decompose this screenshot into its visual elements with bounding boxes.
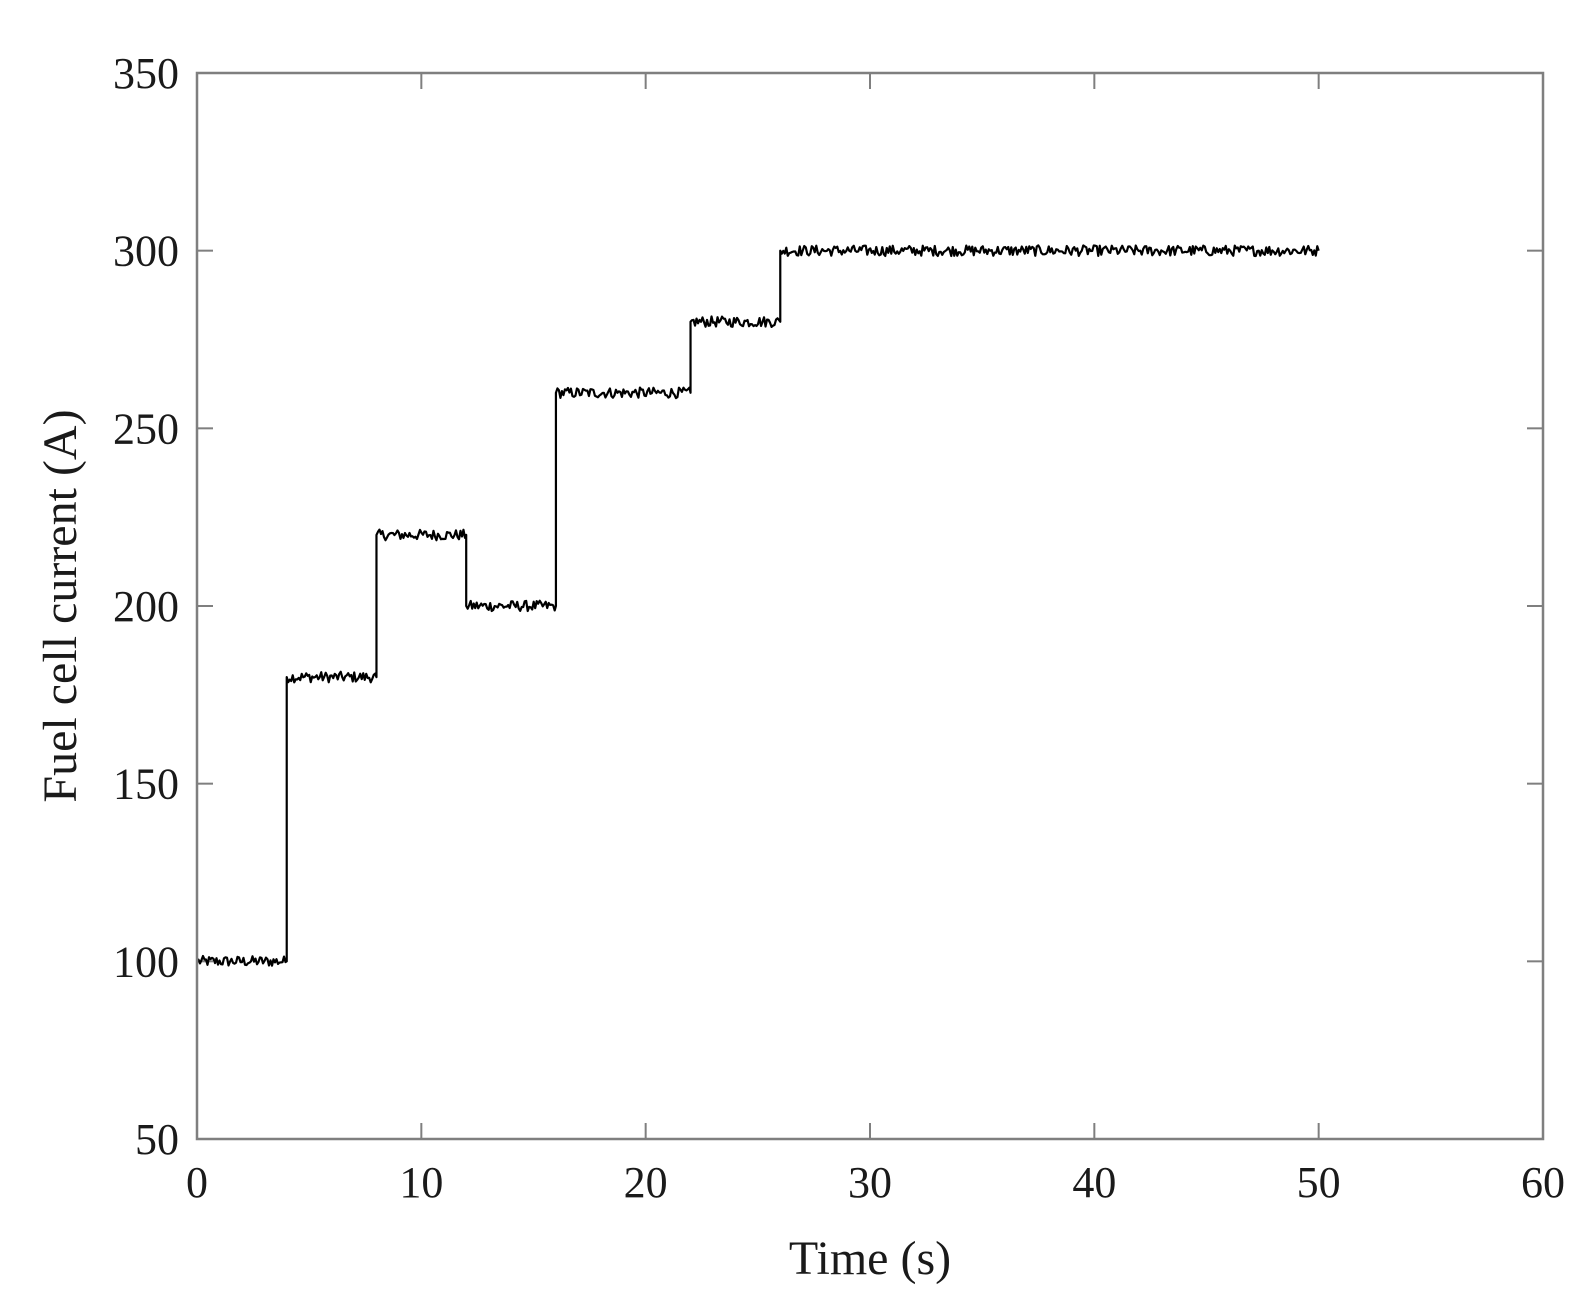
x-tick-label: 10 (399, 1158, 443, 1207)
x-tick-label: 20 (624, 1158, 668, 1207)
x-tick-label: 0 (186, 1158, 208, 1207)
x-tick-label: 30 (848, 1158, 892, 1207)
y-tick-label: 150 (113, 760, 179, 809)
y-tick-label: 300 (113, 227, 179, 276)
x-axis-label: Time (s) (789, 1232, 951, 1285)
plot-area-frame (195, 71, 1545, 1141)
y-tick-label: 100 (113, 937, 179, 986)
y-tick-label: 350 (113, 49, 179, 98)
y-axis-label: Fuel cell current (A) (34, 409, 87, 802)
y-tick-label: 50 (135, 1115, 179, 1164)
y-tick-label: 200 (113, 582, 179, 631)
labels-layer: Time (s) Fuel cell current (A) (34, 409, 951, 1285)
series-line-0 (196, 244, 1320, 967)
x-tick-label: 60 (1521, 1158, 1565, 1207)
y-tick-label: 250 (113, 404, 179, 453)
ticks-layer: 0 10 20 30 40 50 60 50 100 150 200 250 300 350 (113, 49, 1565, 1207)
plot-layer (196, 244, 1320, 967)
x-tick-label: 50 (1297, 1158, 1341, 1207)
x-tick-label: 40 (1072, 1158, 1116, 1207)
